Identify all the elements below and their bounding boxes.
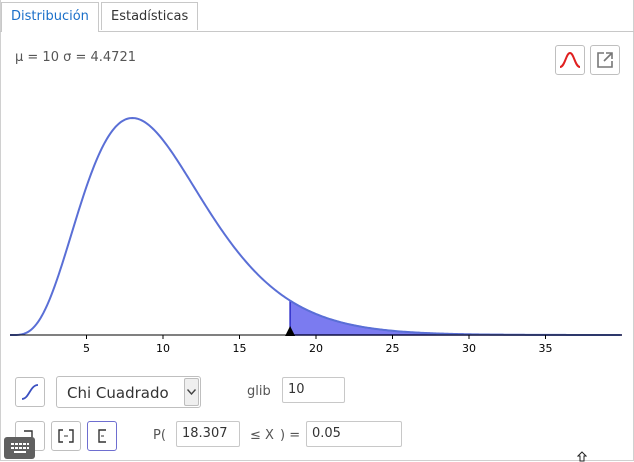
export-button[interactable] bbox=[590, 45, 620, 75]
distribution-select-value: Chi Cuadrado bbox=[67, 384, 169, 402]
keyboard-icon bbox=[10, 443, 29, 453]
x-tick-label: 35 bbox=[539, 342, 553, 355]
distribution-select[interactable]: Chi Cuadrado bbox=[56, 376, 201, 408]
degrees-of-freedom-input[interactable]: 10 bbox=[282, 377, 345, 403]
x-tick-label: 30 bbox=[462, 342, 476, 355]
x-tick-label: 15 bbox=[233, 342, 247, 355]
probability-result-input[interactable]: 0.05 bbox=[306, 421, 402, 447]
normal-overlay-button[interactable] bbox=[555, 45, 585, 75]
right-sided-icon bbox=[98, 429, 106, 443]
probability-shaded-area bbox=[289, 299, 623, 336]
tab-bar: Distribución Estadísticas bbox=[0, 0, 634, 32]
tab-distribucion[interactable]: Distribución bbox=[1, 2, 99, 32]
normal-curve-icon bbox=[559, 51, 581, 68]
two-sided-button[interactable] bbox=[51, 421, 81, 451]
export-icon bbox=[597, 52, 613, 68]
x-axis-ticks: 5 10 15 20 25 30 35 bbox=[83, 335, 553, 355]
two-sided-icon bbox=[58, 429, 74, 443]
x-tick-label: 5 bbox=[83, 342, 90, 355]
cursor-icon bbox=[577, 451, 587, 462]
distribution-chart: 5 10 15 20 25 30 35 bbox=[10, 116, 623, 355]
distribution-stats: μ = 10 σ = 4.4721 bbox=[15, 50, 136, 65]
chevron-down-icon bbox=[184, 378, 199, 406]
keyboard-button[interactable] bbox=[4, 437, 35, 459]
prob-suffix: ) = bbox=[280, 428, 301, 443]
tab-estadisticas[interactable]: Estadísticas bbox=[101, 2, 199, 30]
lower-bound-marker[interactable] bbox=[285, 326, 296, 336]
lower-bound-input[interactable]: 18.307 bbox=[176, 421, 240, 447]
x-tick-label: 25 bbox=[386, 342, 400, 355]
prob-middle-label: ≤ X bbox=[250, 428, 274, 443]
density-curve bbox=[10, 116, 621, 336]
x-tick-label: 20 bbox=[309, 342, 323, 355]
cumulative-toggle-button[interactable] bbox=[15, 377, 45, 407]
param-label: glib bbox=[247, 384, 271, 399]
x-tick-label: 10 bbox=[156, 342, 170, 355]
right-sided-button[interactable] bbox=[87, 421, 117, 451]
cumulative-toggle-icon bbox=[21, 384, 39, 400]
prob-prefix: P( bbox=[153, 428, 166, 443]
